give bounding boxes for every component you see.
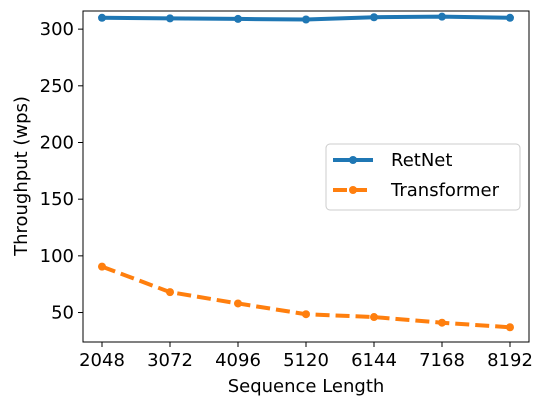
legend: RetNet Transformer	[325, 143, 521, 211]
x-tick-label: 3072	[147, 350, 193, 371]
data-point-transformer	[438, 318, 446, 327]
x-axis: 2048 3072 4096 5120 6144 7168 8192	[79, 342, 533, 371]
x-axis-label: Sequence Length	[228, 376, 385, 397]
y-tick-label: 250	[40, 76, 74, 97]
data-point-transformer	[98, 262, 106, 271]
data-point-retnet	[234, 14, 242, 23]
legend-label-retnet: RetNet	[391, 150, 452, 171]
y-tick-label: 100	[40, 246, 74, 267]
legend-marker-retnet	[349, 156, 357, 164]
series-layer	[98, 12, 514, 332]
legend-label-transformer: Transformer	[390, 180, 500, 201]
data-point-retnet	[506, 13, 514, 22]
x-tick-label: 7168	[419, 350, 465, 371]
y-tick-label: 200	[40, 132, 74, 153]
data-point-transformer	[166, 288, 174, 297]
data-point-retnet	[370, 13, 378, 22]
legend-box	[325, 143, 521, 211]
data-point-transformer	[234, 299, 242, 308]
data-point-retnet	[166, 14, 174, 23]
data-point-retnet	[98, 13, 106, 22]
data-point-retnet	[438, 12, 446, 21]
y-tick-label: 150	[40, 189, 74, 210]
data-point-transformer	[370, 313, 378, 322]
y-tick-label: 300	[40, 19, 74, 40]
x-tick-label: 8192	[487, 350, 533, 371]
data-point-transformer	[302, 310, 310, 319]
x-tick-label: 6144	[351, 350, 397, 371]
legend-marker-transformer	[349, 186, 357, 194]
y-tick-label: 50	[51, 303, 74, 324]
y-axis-label: Throughput (wps)	[11, 96, 32, 257]
y-axis: 50 100 150 200 250 300	[40, 19, 83, 324]
x-tick-label: 4096	[215, 350, 261, 371]
data-point-retnet	[302, 15, 310, 24]
data-point-transformer	[506, 323, 514, 332]
x-tick-label: 2048	[79, 350, 125, 371]
x-tick-label: 5120	[283, 350, 329, 371]
